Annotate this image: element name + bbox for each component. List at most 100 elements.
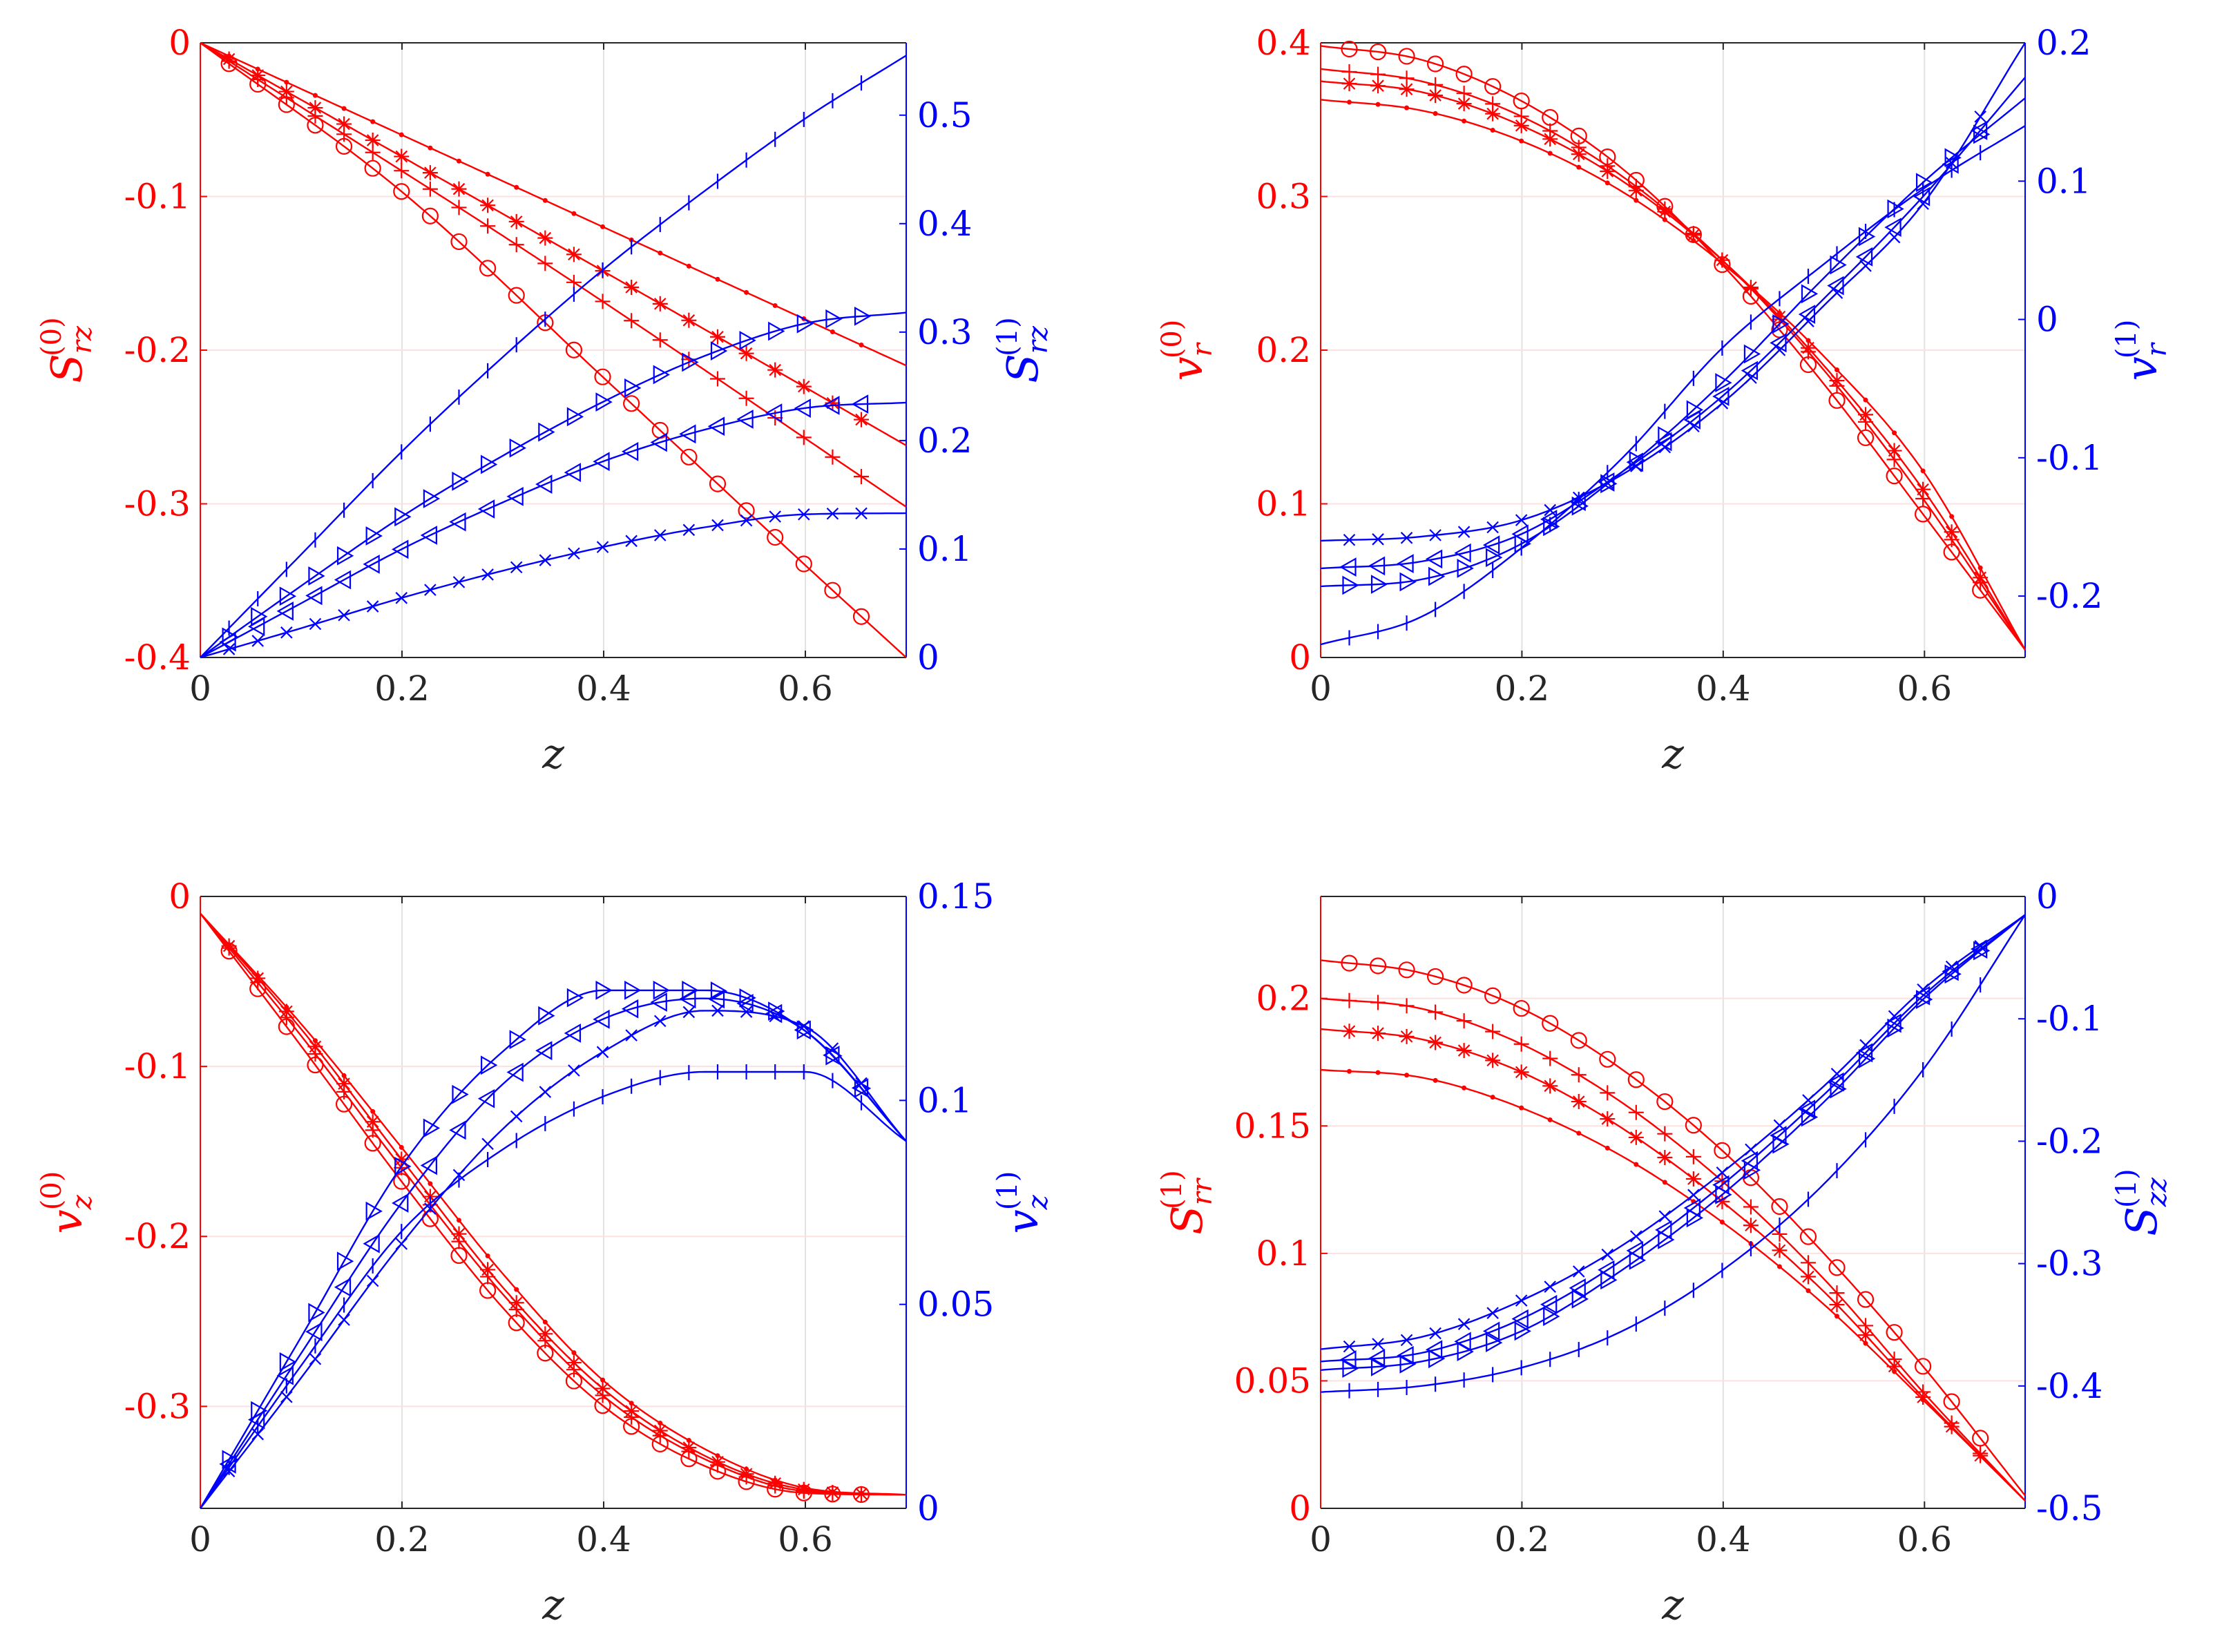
marker-plus — [595, 1387, 611, 1403]
left-tick-label: 0.1 — [1256, 484, 1311, 524]
marker-circle — [594, 368, 611, 385]
series-line — [200, 512, 907, 659]
marker-dot — [1604, 180, 1610, 186]
series-right-vbar — [1320, 914, 2027, 1399]
marker-dot — [485, 1253, 490, 1258]
marker-triangle-right — [1772, 314, 1790, 334]
chart-panel-top-right: 0 0.2 0.4 0.6 0 0.1 0.2 0.3 0.4 -0.2 -0.1 0 0.1 0.2 z v… — [1156, 23, 2173, 778]
marker-triangle-right — [1801, 1107, 1819, 1127]
right-tick-label: 0 — [917, 637, 939, 678]
marker-triangle-left — [1425, 549, 1443, 569]
marker-triangle-right — [1399, 572, 1417, 592]
marker-star — [1772, 1242, 1788, 1258]
marker-x — [1601, 1248, 1614, 1261]
series-line — [1320, 125, 2026, 646]
marker-circle — [1915, 1358, 1932, 1375]
right-tick-label: -0.1 — [2036, 999, 2102, 1039]
series-line — [200, 41, 907, 447]
marker-triangle-left — [1454, 543, 1471, 563]
marker-triangle-right — [1543, 517, 1560, 537]
marker-dot — [715, 276, 720, 282]
marker-triangle-left — [1884, 1013, 1901, 1033]
marker-triangle-left — [1770, 333, 1787, 353]
marker-dot — [1433, 111, 1438, 116]
marker-x — [251, 635, 264, 647]
series-line — [200, 912, 906, 1496]
series-line — [200, 42, 907, 658]
marker-triangle-left — [1569, 1278, 1586, 1298]
marker-plus — [1657, 1126, 1673, 1142]
marker-x — [510, 1110, 523, 1123]
series-line — [200, 41, 907, 367]
marker-x — [596, 541, 609, 553]
series-line — [200, 912, 907, 1496]
marker-x — [682, 1006, 696, 1019]
marker-circle — [1341, 954, 1358, 972]
marker-circle — [680, 1450, 698, 1468]
marker-circle — [508, 1314, 525, 1332]
marker-plus — [1456, 1013, 1472, 1029]
marker-star — [1944, 524, 1960, 540]
marker-star — [1600, 1111, 1616, 1127]
series-line — [199, 989, 907, 1509]
x-tick-label: 0.2 — [374, 669, 430, 709]
marker-dot — [571, 1350, 577, 1356]
marker-triangle-right — [1600, 474, 1618, 494]
marker-circle — [1685, 226, 1702, 243]
series-right-x — [200, 1004, 907, 1509]
marker-x — [1658, 1210, 1671, 1222]
marker-circle — [1857, 429, 1875, 446]
series-line — [200, 1010, 907, 1509]
marker-dot — [1920, 1397, 1926, 1403]
marker-triangle-left — [219, 632, 236, 652]
marker-triangle-right — [1887, 199, 1904, 219]
series-right-triangle-left — [199, 989, 907, 1509]
marker-triangle-right — [1428, 1349, 1446, 1369]
series-line — [1320, 45, 2026, 651]
x-tick-label: 0 — [189, 1519, 211, 1559]
marker-triangle-right — [1944, 964, 1962, 984]
right-tick-label: 0 — [2036, 300, 2058, 340]
marker-circle — [1915, 506, 1932, 523]
marker-x — [338, 1314, 350, 1326]
marker-plus — [595, 294, 611, 309]
marker-triangle-left — [420, 526, 437, 545]
marker-star — [1456, 96, 1472, 112]
marker-x — [826, 508, 839, 520]
marker-star — [1456, 1043, 1472, 1059]
marker-triangle-left — [506, 1062, 524, 1082]
marker-circle — [565, 341, 583, 358]
series-right-x — [200, 507, 907, 659]
marker-triangle-right — [452, 471, 469, 491]
marker-x — [625, 1029, 638, 1041]
marker-star — [1513, 117, 1529, 133]
marker-triangle-left — [1913, 186, 1931, 206]
marker-plus — [825, 449, 841, 465]
series-left-star — [200, 912, 907, 1501]
marker-star — [767, 362, 783, 378]
y-axis-label-left: vr(0) — [1156, 320, 1218, 381]
marker-dot — [1863, 397, 1868, 403]
marker-dot — [1462, 1085, 1467, 1091]
marker-star — [1542, 1078, 1558, 1094]
marker-star — [738, 345, 754, 361]
left-tick-label: 0 — [169, 876, 191, 916]
marker-triangle-right — [279, 586, 297, 606]
marker-dot — [485, 171, 490, 177]
marker-star — [307, 100, 323, 116]
marker-star — [652, 296, 668, 311]
marker-circle — [393, 1173, 410, 1190]
marker-triangle-right — [1571, 1289, 1589, 1309]
marker-triangle-right — [1743, 344, 1761, 364]
marker-dot — [1433, 1077, 1438, 1083]
marker-x — [1802, 1094, 1814, 1106]
marker-triangle-right — [566, 407, 584, 427]
marker-dot — [1662, 217, 1667, 222]
series-left-circle — [200, 912, 906, 1504]
series-line — [1320, 914, 2026, 1371]
marker-circle — [537, 1345, 554, 1362]
marker-dot — [1490, 128, 1495, 133]
right-tick-label: 0.2 — [917, 421, 973, 461]
series-left-star — [200, 41, 907, 447]
y-axis-label-left: vz(0) — [36, 1171, 98, 1234]
